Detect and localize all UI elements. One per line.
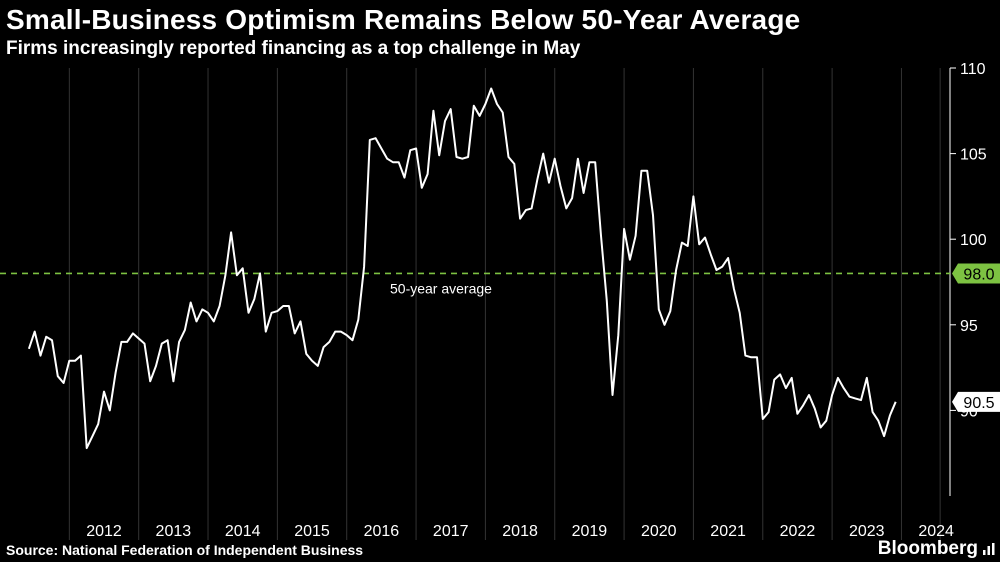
optimism-index-line	[27, 87, 897, 450]
brand-logo: Bloomberg	[877, 538, 978, 559]
x-tick-label: 2019	[572, 523, 608, 540]
x-tick-label: 2021	[710, 523, 746, 540]
y-tick-label: 95	[960, 318, 978, 335]
last-value-label: 90.5	[963, 395, 994, 412]
y-tick-label: 100	[960, 232, 987, 249]
x-tick-label: 2014	[225, 523, 261, 540]
average-value-label: 98.0	[963, 266, 994, 283]
x-tick-label: 2020	[641, 523, 677, 540]
average-line-label: 50-year average	[390, 280, 492, 296]
x-tick-label: 2013	[156, 523, 192, 540]
x-tick-label: 2022	[780, 523, 816, 540]
y-tick-label: 110	[960, 61, 986, 78]
average-value-tag	[952, 263, 1000, 284]
x-tick-label: 2016	[364, 523, 400, 540]
bar-chart-icon	[983, 543, 995, 555]
chart-subtitle: Firms increasingly reported financing as…	[6, 38, 581, 59]
y-tick-label: 105	[960, 147, 987, 164]
source-note: Source: National Federation of Independe…	[6, 542, 364, 558]
reference-layer: 50-year average 98.0	[0, 263, 1000, 296]
grid-layer	[68, 68, 941, 540]
axis-layer: 2012 2013 2014 2015 2016 2017 2018 2019 2020 2021…	[86, 61, 987, 540]
x-tick-label: 2012	[86, 523, 122, 540]
x-tick-label: 2015	[294, 523, 330, 540]
x-tick-label: 2023	[849, 523, 885, 540]
x-tick-label: 2017	[433, 523, 469, 540]
last-value-tag	[952, 391, 1000, 412]
x-tick-label: 2024	[918, 523, 954, 540]
series-layer	[27, 87, 897, 450]
chart-title: Small-Business Optimism Remains Below 50…	[6, 4, 801, 35]
label-layer: 90.5	[952, 391, 1000, 412]
x-tick-label: 2018	[502, 523, 538, 540]
